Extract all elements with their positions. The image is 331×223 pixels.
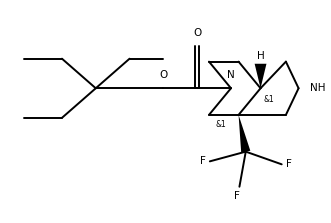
Text: F: F bbox=[200, 156, 206, 166]
Text: O: O bbox=[159, 70, 167, 80]
Text: F: F bbox=[234, 191, 240, 201]
Polygon shape bbox=[255, 64, 266, 88]
Text: NH: NH bbox=[310, 83, 326, 93]
Text: &1: &1 bbox=[263, 95, 274, 104]
Text: F: F bbox=[286, 159, 292, 169]
Text: &1: &1 bbox=[216, 120, 227, 129]
Text: H: H bbox=[257, 51, 264, 61]
Text: O: O bbox=[193, 28, 201, 37]
Polygon shape bbox=[239, 115, 250, 153]
Text: N: N bbox=[227, 70, 235, 80]
